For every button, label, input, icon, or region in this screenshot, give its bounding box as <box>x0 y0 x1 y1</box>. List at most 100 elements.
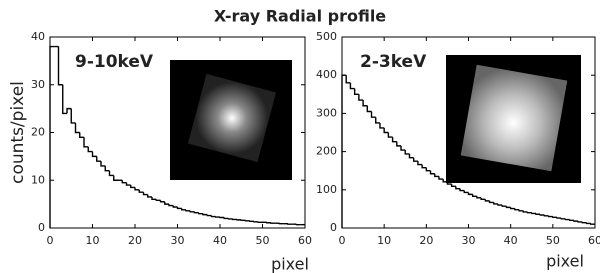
histogram-step <box>409 154 413 158</box>
histogram-step <box>578 221 582 222</box>
annotation: 2-3keV <box>360 52 427 72</box>
y-tick-label: 0 <box>330 221 337 234</box>
histogram-step <box>135 187 139 189</box>
histogram-step <box>570 220 574 221</box>
histogram-step <box>557 217 561 218</box>
histogram-step <box>212 216 216 217</box>
histogram-step <box>515 209 519 210</box>
x-tick-label: 20 <box>419 234 433 247</box>
histogram-step <box>452 184 456 186</box>
y-tick-label: 500 <box>316 30 337 43</box>
histogram-step <box>523 211 527 212</box>
histogram-step <box>182 208 186 209</box>
histogram-step <box>561 218 565 219</box>
histogram-step <box>355 89 359 95</box>
histogram-step <box>473 194 477 196</box>
x-axis-label: pixel <box>546 252 584 271</box>
histogram-step <box>101 161 105 166</box>
y-tick-label: 30 <box>31 78 45 91</box>
histogram-step <box>152 197 156 199</box>
histogram-step <box>549 216 553 217</box>
histogram-step <box>494 202 498 204</box>
histogram-step <box>456 186 460 188</box>
histogram-step <box>114 175 118 180</box>
histogram-step <box>161 200 165 201</box>
histogram-step <box>97 156 101 161</box>
histogram-step <box>93 152 97 157</box>
histogram-step <box>203 214 207 215</box>
histogram-step <box>481 198 485 200</box>
histogram-step <box>401 146 405 150</box>
histogram-step <box>384 128 388 133</box>
x-tick-label: 0 <box>339 234 346 247</box>
histogram-step <box>532 213 536 214</box>
histogram-step <box>553 217 557 218</box>
x-tick-label: 60 <box>588 234 600 247</box>
inset-image <box>446 55 581 183</box>
histogram-step <box>122 180 126 182</box>
histogram-step <box>397 142 401 146</box>
y-tick-label: 10 <box>31 173 45 186</box>
histogram-step <box>186 210 190 211</box>
histogram-step <box>50 47 54 228</box>
histogram-step <box>460 189 464 191</box>
histogram-step <box>148 195 152 197</box>
y-tick-label: 0 <box>38 221 45 234</box>
histogram-step <box>469 192 473 194</box>
histogram-step <box>393 137 397 142</box>
x-axis-label: pixel <box>271 255 309 273</box>
x-tick-label: 50 <box>256 234 270 247</box>
histogram-step <box>110 171 114 176</box>
annotation: 9-10keV <box>75 52 154 72</box>
histogram-step <box>587 223 591 224</box>
histogram-step <box>139 190 143 192</box>
y-tick-label: 300 <box>316 106 337 119</box>
histogram-step <box>350 83 354 89</box>
histogram-step <box>190 211 194 212</box>
histogram-step <box>367 106 371 112</box>
histogram-step <box>84 137 88 147</box>
histogram-step <box>485 199 489 201</box>
y-tick-label: 20 <box>31 126 45 139</box>
histogram-step <box>502 205 506 206</box>
histogram-step <box>540 214 544 215</box>
y-tick-label: 40 <box>31 30 45 43</box>
x-tick-label: 30 <box>171 234 185 247</box>
histogram-step <box>359 94 363 100</box>
histogram-step <box>498 204 502 205</box>
histogram-step <box>71 109 75 123</box>
x-tick-label: 60 <box>298 234 312 247</box>
histogram-step <box>435 174 439 177</box>
histogram-step <box>574 220 578 221</box>
histogram-step <box>380 123 384 128</box>
y-tick-label: 100 <box>316 183 337 196</box>
y-tick-label: 200 <box>316 145 337 158</box>
histogram-step <box>506 206 510 207</box>
y-axis-label: counts/pixel <box>8 81 28 184</box>
histogram-step <box>80 133 84 138</box>
figure-title: X-ray Radial profile <box>214 7 386 26</box>
histogram-step <box>536 213 540 214</box>
y-tick-label: 400 <box>316 68 337 81</box>
histogram-step <box>59 47 63 85</box>
histogram-step <box>405 150 409 154</box>
histogram-step <box>207 215 211 216</box>
histogram-step <box>511 207 515 208</box>
histogram-step <box>76 123 80 133</box>
x-tick-label: 10 <box>86 234 100 247</box>
histogram-step <box>414 158 418 161</box>
histogram-step <box>431 171 435 174</box>
histogram-step <box>178 207 182 208</box>
x-tick-label: 40 <box>213 234 227 247</box>
histogram-step <box>199 213 203 214</box>
histogram-step <box>127 183 131 185</box>
histogram-step <box>224 217 228 218</box>
x-tick-label: 40 <box>504 234 518 247</box>
histogram-step <box>88 147 92 152</box>
histogram-step <box>156 199 160 200</box>
histogram-step <box>388 133 392 138</box>
x-tick-label: 50 <box>546 234 560 247</box>
histogram-step <box>565 219 569 220</box>
x-tick-label: 20 <box>128 234 142 247</box>
histogram-step <box>376 117 380 123</box>
